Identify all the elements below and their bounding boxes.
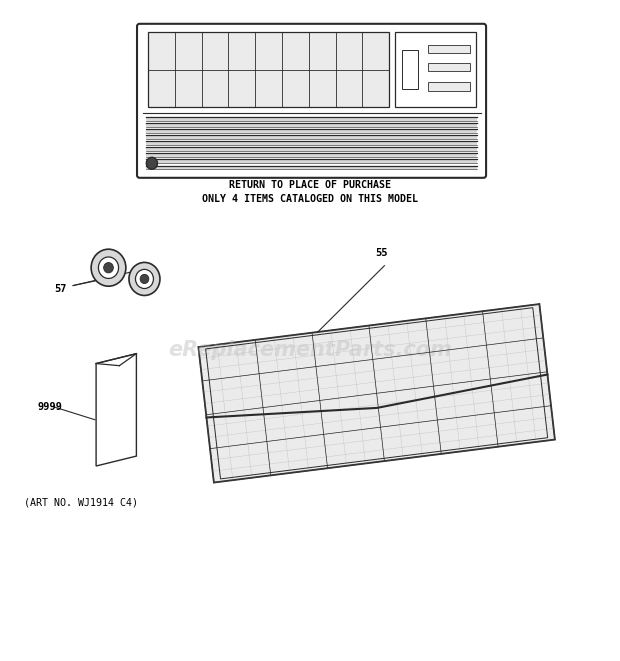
Bar bbox=[428, 63, 470, 71]
Bar bbox=[396, 32, 476, 107]
Bar bbox=[146, 147, 477, 151]
Bar bbox=[146, 124, 477, 127]
Text: 9999: 9999 bbox=[37, 401, 62, 412]
Circle shape bbox=[146, 157, 157, 169]
Bar bbox=[402, 50, 418, 89]
Circle shape bbox=[91, 249, 126, 286]
Text: RETURN TO PLACE OF PURCHASE
ONLY 4 ITEMS CATALOGED ON THIS MODEL: RETURN TO PLACE OF PURCHASE ONLY 4 ITEMS… bbox=[202, 180, 418, 204]
Circle shape bbox=[99, 257, 118, 278]
Bar bbox=[148, 32, 389, 107]
Bar bbox=[146, 130, 477, 133]
Bar bbox=[146, 136, 477, 139]
Bar bbox=[146, 117, 477, 121]
Text: 55: 55 bbox=[375, 248, 388, 258]
Text: 57: 57 bbox=[55, 284, 67, 294]
FancyBboxPatch shape bbox=[137, 24, 486, 178]
Text: eReplacementParts.com: eReplacementParts.com bbox=[168, 340, 452, 360]
Bar bbox=[146, 141, 477, 145]
Circle shape bbox=[104, 262, 113, 273]
Circle shape bbox=[129, 262, 160, 295]
Bar bbox=[146, 160, 477, 163]
Circle shape bbox=[140, 274, 149, 284]
Text: (ART NO. WJ1914 C4): (ART NO. WJ1914 C4) bbox=[24, 497, 138, 508]
Circle shape bbox=[135, 270, 154, 288]
Polygon shape bbox=[96, 354, 136, 466]
Bar bbox=[428, 44, 470, 53]
Bar bbox=[146, 166, 477, 169]
Polygon shape bbox=[198, 304, 555, 483]
Bar bbox=[146, 153, 477, 157]
Bar bbox=[428, 83, 470, 91]
